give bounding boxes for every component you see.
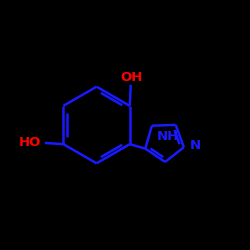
Text: NH: NH — [156, 130, 178, 143]
Text: HO: HO — [19, 136, 41, 149]
Text: N: N — [190, 139, 201, 152]
Text: OH: OH — [121, 70, 143, 84]
